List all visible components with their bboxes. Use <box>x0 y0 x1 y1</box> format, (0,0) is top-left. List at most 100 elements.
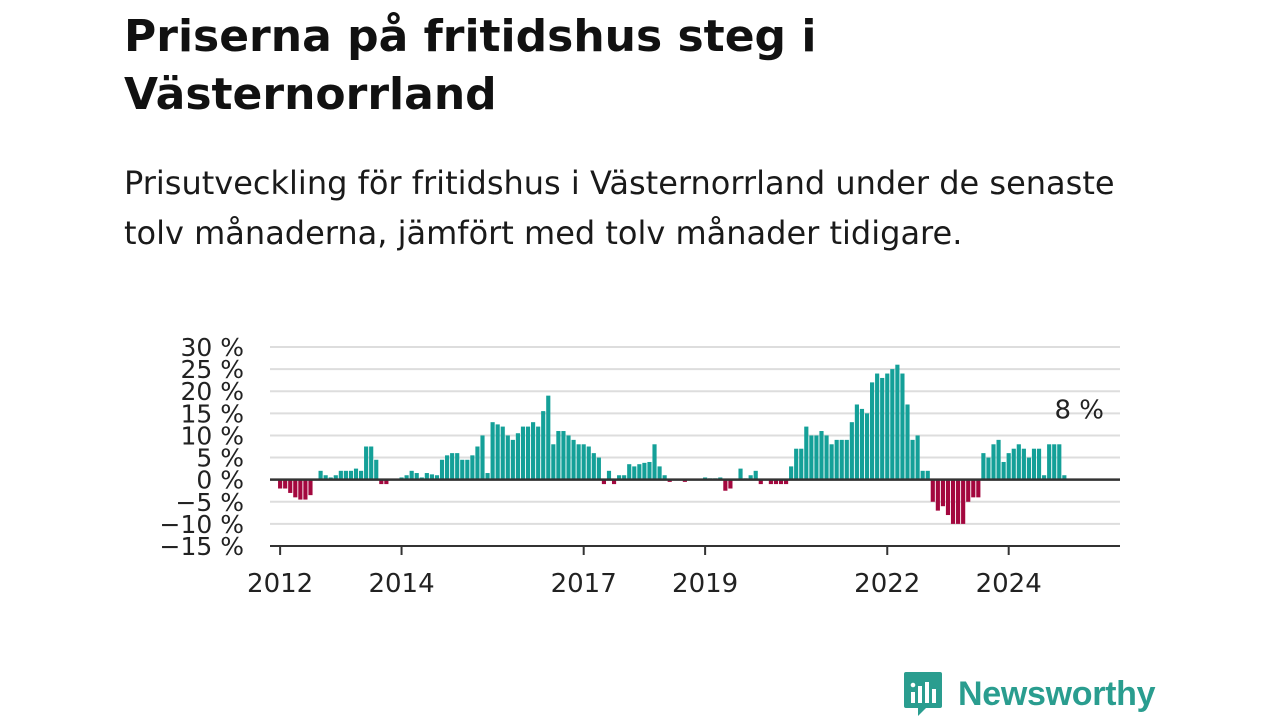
bar <box>1006 453 1011 480</box>
bar <box>996 439 1001 480</box>
bar <box>986 457 991 480</box>
bar <box>647 461 652 480</box>
bar <box>308 479 313 496</box>
bar <box>379 479 384 485</box>
x-tick-label: 2024 <box>976 569 1042 599</box>
bar <box>541 411 546 480</box>
y-tick-label: 30 % <box>180 333 244 362</box>
bar <box>414 473 419 480</box>
bar <box>470 455 475 480</box>
bar <box>505 435 510 480</box>
bar <box>885 373 890 480</box>
bar <box>460 459 465 480</box>
bar <box>510 439 515 480</box>
bar <box>475 446 480 480</box>
bar <box>935 479 940 511</box>
x-tick-label: 2017 <box>551 569 617 599</box>
bar <box>834 439 839 480</box>
bar <box>364 446 369 480</box>
bar <box>546 395 551 480</box>
bar <box>971 479 976 498</box>
bar <box>556 431 561 480</box>
bar <box>1026 457 1032 480</box>
bar <box>424 473 429 480</box>
x-tick-label: 2022 <box>854 569 920 599</box>
y-tick-label: −15 % <box>160 532 244 561</box>
bar <box>278 479 283 489</box>
bar <box>738 468 743 480</box>
bar <box>859 408 865 480</box>
bar <box>384 479 389 485</box>
bar <box>571 439 576 480</box>
y-tick-label: 25 % <box>180 355 244 384</box>
bar <box>950 479 956 524</box>
bar <box>617 475 622 480</box>
bar <box>778 479 784 485</box>
bar <box>622 475 627 480</box>
bar <box>576 444 581 480</box>
bar <box>429 474 434 480</box>
bar <box>601 479 607 485</box>
bar <box>374 459 379 480</box>
bar <box>298 479 303 500</box>
bar <box>961 479 966 524</box>
bar <box>348 470 354 480</box>
bar <box>1036 448 1042 480</box>
bar <box>551 444 556 480</box>
bar <box>303 479 308 500</box>
bar <box>531 422 536 480</box>
bar <box>849 422 854 480</box>
bar <box>864 413 870 480</box>
bar <box>611 479 617 485</box>
bar <box>596 457 601 480</box>
y-tick-label: 20 % <box>180 377 244 406</box>
bar <box>581 444 586 480</box>
grid-lines <box>270 346 1120 525</box>
bar <box>353 468 359 480</box>
bar <box>753 470 758 480</box>
bar <box>945 479 951 516</box>
bar <box>895 364 900 480</box>
bar <box>966 479 971 502</box>
y-axis-tick-labels: 30 %25 %20 %15 %10 %5 %0 %−5 %−10 %−15 % <box>160 333 244 561</box>
bar <box>768 479 773 485</box>
y-tick-label: −10 % <box>160 510 244 539</box>
bar <box>925 470 930 480</box>
bar <box>940 479 945 507</box>
bar <box>561 431 566 480</box>
bar <box>976 479 981 498</box>
bar <box>637 464 642 480</box>
newsworthy-logo[interactable]: Newsworthy <box>902 670 1156 718</box>
bar <box>875 373 880 480</box>
bar <box>293 479 298 498</box>
bar <box>880 377 885 480</box>
bar <box>1016 444 1021 480</box>
last-value-label: 8 % <box>1054 395 1104 425</box>
bar <box>515 433 520 480</box>
bar <box>783 479 789 485</box>
bar <box>520 426 526 480</box>
bar <box>900 373 905 480</box>
bar <box>824 435 829 480</box>
bar <box>480 435 485 480</box>
y-tick-label: −5 % <box>175 488 244 517</box>
bar <box>632 466 637 480</box>
bar <box>920 470 925 480</box>
bar <box>1047 444 1052 480</box>
brand-name: Newsworthy <box>958 674 1156 713</box>
bar <box>728 479 733 489</box>
bar <box>915 435 920 480</box>
bar <box>283 479 288 489</box>
bar <box>804 426 809 480</box>
bar <box>566 435 571 480</box>
y-tick-label: 0 % <box>196 466 244 495</box>
bar <box>323 475 328 480</box>
bar <box>642 462 647 480</box>
bar <box>586 446 591 480</box>
bar <box>956 479 961 524</box>
bar <box>455 453 460 480</box>
bar <box>794 448 799 480</box>
bar <box>819 431 824 480</box>
bar <box>662 475 667 480</box>
bar <box>748 475 753 480</box>
